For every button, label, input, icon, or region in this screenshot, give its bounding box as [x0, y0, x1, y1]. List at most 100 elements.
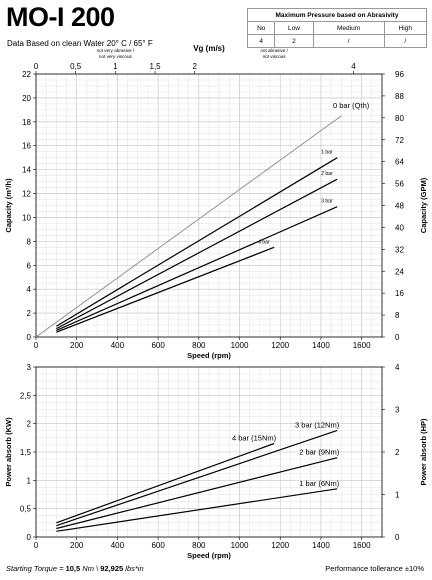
chart2-y-tick-label: 1,5	[20, 448, 32, 457]
charts-canvas: 0 200 400 600 800 1000 1200 1400 160002468101214…	[4, 44, 428, 560]
chart2-y-tick-label: 2	[27, 420, 32, 429]
chart2-series-label: 3 bar (12Nm)	[295, 420, 340, 429]
chart1-x-tick-label: 1400	[312, 341, 330, 350]
chart1-x-tick-label: 1000	[231, 341, 249, 350]
chart1-y-axis-label: Capacity (m³/h)	[4, 178, 13, 233]
chart2-x-tick-label: 600	[151, 541, 165, 550]
chart2-x-axis-label: Speed (rpm)	[187, 551, 231, 560]
chart2-x-tick-label: 400	[111, 541, 125, 550]
chart1-y-tick-label: 14	[22, 166, 31, 175]
chart1-y-tick-label: 16	[22, 142, 31, 151]
chart1-series-line	[35, 115, 342, 338]
chart1-y2-tick-label: 0	[395, 333, 400, 342]
chart2-x-tick-label: 200	[70, 541, 84, 550]
page-subtitle: Data Based on clean Water 20° C / 65° F	[7, 39, 153, 48]
chart1-series-label: 0 bar (Qth)	[333, 101, 370, 110]
chart2-y-tick-label: 0	[27, 533, 32, 542]
chart1-series-label: 4 bar	[258, 239, 270, 245]
chart2-y-axis-label: Power absorb (KW)	[4, 417, 13, 487]
chart1-top-tick-label: 4	[351, 62, 356, 71]
pressure-val-no: 4	[246, 34, 276, 48]
chart1-y2-tick-label: 24	[395, 267, 404, 276]
chart1-series-line	[56, 206, 338, 331]
chart1-y2-tick-label: 56	[395, 180, 404, 189]
chart2-y-tick-label: 0,5	[20, 505, 32, 514]
chart1-x-tick-label: 1600	[353, 341, 371, 350]
chart1-y2-tick-label: 8	[395, 311, 400, 320]
chart2-x-tick-label: 800	[192, 541, 206, 550]
pressure-val-low: 2	[274, 34, 314, 48]
torque-nm-unit: Nm	[82, 564, 94, 573]
chart1-y-tick-label: 22	[22, 70, 31, 79]
chart1-abrasive-zone-note: not abrasive /	[260, 48, 288, 53]
chart1-top-tick-label: 0,5	[70, 62, 82, 71]
chart1-y2-tick-label: 80	[395, 114, 404, 123]
torque-lbs-value: 92,925	[100, 564, 124, 573]
torque-nm-value: 10,5	[65, 564, 81, 573]
chart1-y2-tick-label: 40	[395, 223, 404, 232]
chart1-top-tick-label: 2	[193, 62, 198, 71]
chart2-x-tick-label: 0	[34, 541, 39, 550]
chart1-y2-tick-label: 64	[395, 158, 404, 167]
chart1-y2-tick-label: 72	[395, 136, 404, 145]
torque-label: Starting Torque =	[6, 564, 64, 573]
chart1-y2-tick-label: 48	[395, 202, 404, 211]
chart2-y2-axis-label: Power absorb (HP)	[419, 418, 428, 486]
chart2-series-label: 1 bar (6Nm)	[299, 479, 340, 488]
chart2-series-line	[56, 442, 275, 524]
pressure-val-high: /	[383, 34, 428, 48]
chart1-series-line	[56, 178, 338, 330]
chart1-abrasive-zone-note: not viscous	[263, 54, 287, 59]
page-title: MO-I 200	[6, 2, 115, 32]
chart1-series-line	[56, 157, 338, 327]
chart1-y-tick-label: 0	[27, 333, 32, 342]
chart1-x-tick-label: 1200	[271, 341, 289, 350]
chart2-y2-tick-label: 2	[395, 448, 400, 457]
chart1-y2-tick-label: 16	[395, 289, 404, 298]
abrasivity-pressure-table: Maximum Pressure based on Abrasivity No …	[246, 8, 428, 48]
chart1-top-tick-label: 0	[34, 62, 39, 71]
chart2-y2-tick-label: 3	[395, 406, 400, 415]
chart2-x-tick-label: 1400	[312, 541, 330, 550]
chart2-y-tick-label: 2,5	[20, 391, 32, 400]
chart1-series-label: 3 bar	[321, 199, 333, 205]
chart2-series-line	[56, 457, 338, 530]
chart2-y2-tick-label: 1	[395, 491, 400, 500]
chart1-y-tick-label: 4	[27, 285, 32, 294]
chart1-series-line	[56, 246, 275, 333]
chart2-y-tick-label: 3	[27, 363, 32, 372]
chart1-x-tick-label: 0	[34, 341, 39, 350]
chart1-y-tick-label: 12	[22, 190, 31, 199]
chart1-y-tick-label: 18	[22, 118, 31, 127]
chart1-top-tick-label: 1	[113, 62, 118, 71]
chart2-y2-tick-label: 4	[395, 363, 400, 372]
chart2-x-tick-label: 1600	[353, 541, 371, 550]
chart1-top-axis-label: Vg (m/s)	[193, 44, 225, 53]
chart1-y-tick-label: 8	[27, 237, 32, 246]
chart1-y2-tick-label: 88	[395, 92, 404, 101]
chart2-x-tick-label: 1000	[231, 541, 249, 550]
chart1-y2-tick-label: 96	[395, 70, 404, 79]
torque-separator: \	[96, 564, 99, 573]
chart1-x-tick-label: 800	[192, 341, 206, 350]
chart2-series-line	[56, 429, 338, 527]
starting-torque: Starting Torque = 10,5 Nm \ 92,925 lbs*i…	[6, 564, 144, 573]
chart1-y-tick-label: 10	[22, 213, 31, 222]
chart1-abrasive-zone-note: not very abrasive /	[97, 48, 135, 53]
chart1-top-tick-label: 1,5	[150, 62, 162, 71]
chart1-y-tick-label: 6	[27, 261, 32, 270]
chart2-x-tick-label: 1200	[271, 541, 289, 550]
torque-lbs-unit: lbs*in	[125, 564, 144, 573]
chart1-x-tick-label: 200	[70, 341, 84, 350]
chart2-y2-tick-label: 0	[395, 533, 400, 542]
performance-tolerance: Performance tollerance ±10%	[325, 564, 424, 573]
chart1-abrasive-zone-note: not very viscous	[99, 54, 133, 59]
chart1-y2-axis-label: Capacity (GPM)	[419, 177, 428, 233]
chart1-y-tick-label: 20	[22, 94, 31, 103]
chart1-series-label: 1 bar	[321, 150, 333, 156]
chart2-y-tick-label: 1	[27, 476, 32, 485]
chart1-x-tick-label: 600	[151, 341, 165, 350]
chart1-y-tick-label: 2	[27, 309, 32, 318]
chart2-series-line	[56, 488, 338, 532]
chart1-series-label: 2 bar	[321, 171, 333, 177]
